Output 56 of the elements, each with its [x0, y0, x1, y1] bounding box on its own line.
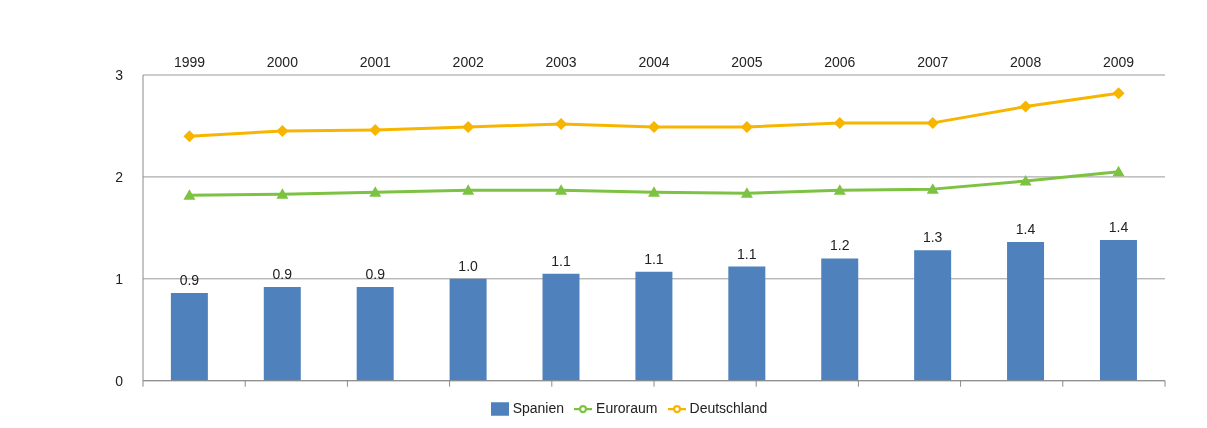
data-label: 1.3 — [922, 229, 943, 246]
x-tick-label: 2007 — [917, 54, 949, 70]
x-tick-label: 2003 — [545, 54, 577, 70]
bar — [356, 286, 394, 381]
data-label: 1.2 — [830, 237, 850, 254]
point — [648, 120, 660, 133]
bar — [635, 271, 673, 381]
data-label: 1.0 — [458, 257, 479, 274]
x-tick-label: 2004 — [638, 54, 670, 70]
point — [555, 184, 568, 195]
point — [1019, 100, 1032, 113]
y-tick-label: 3 — [115, 66, 124, 83]
x-tick-label: 2009 — [1102, 54, 1135, 70]
x-tick-label: 2006 — [824, 54, 856, 70]
bar — [263, 286, 301, 381]
bar — [542, 273, 580, 381]
point — [462, 184, 475, 195]
point — [1112, 87, 1125, 100]
point — [183, 189, 196, 200]
data-label: 1.1 — [551, 252, 571, 269]
bar — [449, 278, 487, 381]
x-tick-label: 2005 — [731, 54, 763, 70]
point — [648, 186, 660, 197]
bar — [1007, 242, 1045, 381]
point — [276, 188, 289, 199]
data-label: 1.1 — [737, 245, 757, 262]
data-label: 0.9 — [272, 265, 293, 282]
bar — [914, 250, 952, 381]
data-label: 1.4 — [1108, 219, 1129, 236]
data-label: 0.9 — [179, 272, 200, 289]
y-tick-label: 0 — [115, 372, 124, 389]
legend-label: Spanien — [512, 399, 565, 416]
point — [369, 186, 382, 197]
y-tick-label: 2 — [115, 168, 124, 185]
point — [833, 184, 846, 195]
point — [183, 130, 196, 143]
bar — [170, 293, 208, 381]
legend-label: Euroraum — [596, 399, 658, 416]
legend-label: Deutschland — [689, 399, 768, 416]
data-label: 1.1 — [644, 250, 664, 267]
x-tick-label: 2002 — [452, 54, 484, 70]
y-tick-label: 1 — [115, 270, 124, 287]
x-tick-label: 2001 — [359, 54, 392, 70]
x-tick-label: 1999 — [173, 54, 206, 70]
bar — [821, 258, 859, 381]
data-label: 0.9 — [365, 265, 386, 282]
bar — [728, 266, 766, 381]
point — [926, 183, 939, 194]
point — [276, 125, 289, 138]
bar — [1099, 240, 1137, 381]
point — [740, 187, 753, 198]
x-tick-label: 2000 — [266, 54, 299, 70]
point — [1112, 165, 1125, 177]
data-label: 1.4 — [1015, 221, 1036, 238]
point — [1019, 174, 1032, 186]
x-tick-label: 2008 — [1010, 54, 1042, 70]
